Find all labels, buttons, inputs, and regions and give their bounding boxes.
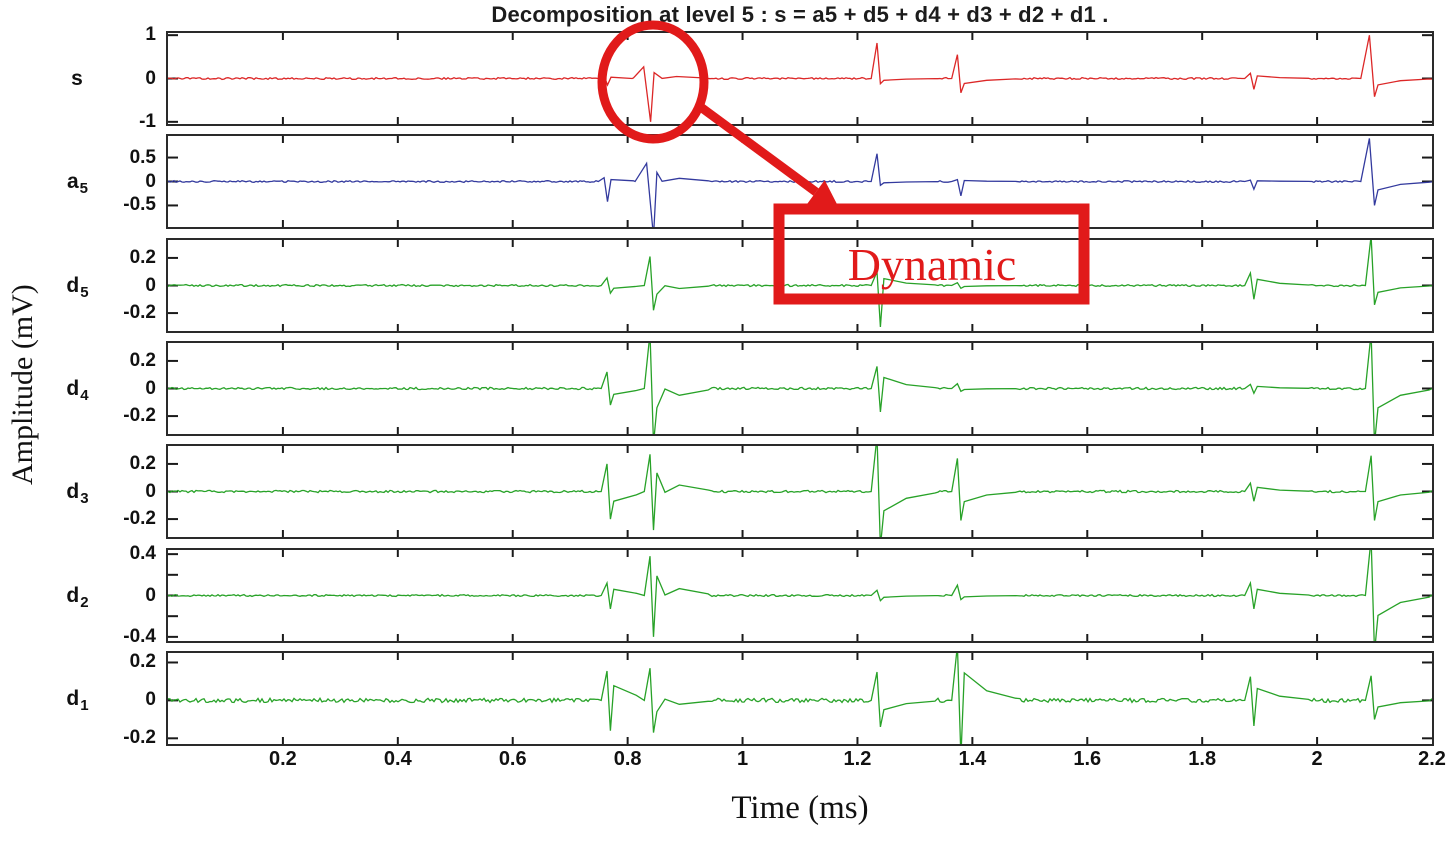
y-axis-label: Amplitude (mV): [6, 284, 39, 486]
xtick-label: 0.8: [613, 748, 642, 770]
xtick-label: 1.6: [1073, 748, 1102, 770]
signal-plot-d3: [168, 446, 1432, 537]
ytick-label: 1: [145, 24, 156, 46]
signal-plot-s: [168, 33, 1432, 124]
ytick-label: 0: [145, 689, 156, 711]
ytick-label: 0: [145, 67, 156, 89]
signal-trace-d3: [168, 446, 1432, 537]
xtick-label: 2: [1311, 748, 1323, 770]
xtick-label: 0.6: [498, 748, 527, 770]
signal-panel-d5: [166, 238, 1434, 333]
ytick-label: 0.2: [129, 452, 156, 474]
xtick-label: 2.2: [1418, 748, 1446, 770]
panel-label-s: s: [71, 66, 83, 90]
ytick-label: 0.2: [129, 246, 156, 268]
xtick-label: 0.2: [269, 748, 297, 770]
ytick-label: -0.4: [123, 625, 156, 647]
ytick-label: -0.2: [123, 405, 156, 427]
signal-panel-d3: [166, 444, 1434, 539]
signal-trace-s: [168, 35, 1432, 122]
ytick-label: -1: [139, 110, 156, 132]
signal-panel-d1: [166, 651, 1434, 746]
x-axis-label: Time (ms): [731, 790, 869, 826]
ytick-label: -0.5: [123, 194, 156, 216]
signal-trace-d4: [168, 343, 1432, 434]
signal-panel-d4: [166, 341, 1434, 436]
signal-trace-d2: [168, 550, 1432, 641]
signal-plot-a5: [168, 136, 1432, 227]
ytick-label: -0.2: [123, 302, 156, 324]
signal-panel-s: [166, 31, 1434, 126]
signal-trace-a5: [168, 138, 1432, 227]
xtick-label: 0.4: [383, 748, 412, 770]
chart-title: Decomposition at level 5 : s = a5 + d5 +…: [491, 2, 1109, 27]
signal-trace-d5: [168, 240, 1432, 327]
signal-plot-d1: [168, 653, 1432, 744]
xtick-label: 1.4: [958, 748, 987, 770]
xtick-label: 1.2: [843, 748, 872, 770]
ytick-label: 0: [145, 584, 156, 606]
xtick-label: 1: [736, 748, 749, 770]
ytick-label: 0: [145, 480, 156, 502]
ytick-label: 0: [145, 170, 156, 192]
ytick-label: -0.2: [123, 508, 156, 530]
ytick-label: 0.4: [129, 543, 156, 565]
ytick-label: 0.5: [129, 146, 156, 168]
ytick-label: -0.2: [123, 727, 156, 749]
ytick-label: 0.2: [129, 349, 156, 371]
signal-plot-d4: [168, 343, 1432, 434]
signal-plot-d2: [168, 550, 1432, 641]
ytick-label: 0: [145, 274, 156, 296]
signal-trace-d1: [168, 653, 1432, 744]
ytick-label: 0.2: [129, 651, 156, 673]
signal-panel-a5: [166, 134, 1434, 229]
signal-plot-d5: [168, 240, 1432, 331]
signal-panel-d2: [166, 548, 1434, 643]
xtick-label: 1.8: [1188, 748, 1217, 770]
ytick-label: 0: [145, 377, 156, 399]
